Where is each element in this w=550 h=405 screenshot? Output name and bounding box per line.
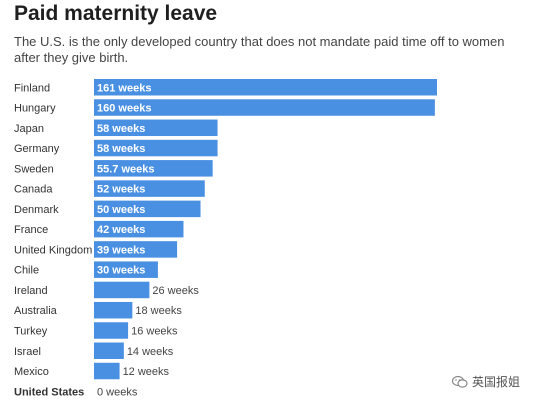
data-label: 58 weeks — [97, 143, 145, 155]
bar — [94, 160, 213, 177]
category-label: Hungary — [14, 103, 56, 115]
bar — [94, 119, 218, 137]
data-label: 42 weeks — [97, 224, 145, 236]
category-label: Sweden — [14, 163, 54, 175]
bar — [94, 362, 120, 380]
category-label: United States — [14, 386, 84, 398]
data-label: 160 weeks — [97, 103, 151, 115]
category-label: Turkey — [14, 325, 48, 337]
category-label: Germany — [14, 143, 60, 155]
category-label: France — [14, 224, 48, 236]
bar — [94, 281, 150, 299]
category-label: Ireland — [14, 285, 48, 297]
bar — [94, 301, 133, 319]
category-label: Israel — [14, 346, 41, 358]
data-label: 16 weeks — [131, 325, 178, 337]
watermark-text: 英国报姐 — [472, 375, 521, 389]
bar — [94, 79, 437, 96]
data-label: 30 weeks — [97, 265, 145, 277]
bar — [94, 220, 184, 238]
data-label: 26 weeks — [152, 285, 199, 297]
category-label: Finland — [14, 82, 50, 94]
data-label: 0 weeks — [97, 386, 138, 398]
data-label: 55.7 weeks — [97, 163, 155, 175]
data-label: 18 weeks — [135, 305, 182, 317]
data-label: 161 weeks — [97, 82, 151, 94]
bar — [94, 99, 435, 116]
watermark: 英国报姐 — [452, 373, 520, 390]
data-label: 39 weeks — [97, 244, 145, 256]
wechat-icon — [452, 375, 468, 388]
bar — [94, 261, 158, 278]
category-label: Denmark — [14, 204, 59, 216]
category-label: Australia — [14, 305, 58, 317]
chart-title: Paid maternity leave — [14, 2, 218, 25]
category-label: Mexico — [14, 366, 49, 378]
data-label: 50 weeks — [97, 204, 145, 216]
bar — [94, 322, 129, 339]
data-label: 12 weeks — [123, 366, 170, 378]
category-label: Canada — [14, 184, 53, 196]
data-label: 52 weeks — [97, 184, 145, 196]
category-label: Chile — [14, 265, 39, 277]
category-label: United Kingdom — [14, 244, 92, 256]
bar — [94, 342, 124, 360]
data-label: 58 weeks — [97, 123, 145, 135]
data-label: 14 weeks — [127, 346, 174, 358]
bar — [94, 139, 218, 157]
bar — [94, 200, 201, 218]
bar — [94, 180, 205, 197]
category-label: Japan — [14, 123, 44, 135]
bar — [94, 241, 178, 258]
chart-subtitle: The U.S. is the only developed country t… — [14, 34, 505, 65]
